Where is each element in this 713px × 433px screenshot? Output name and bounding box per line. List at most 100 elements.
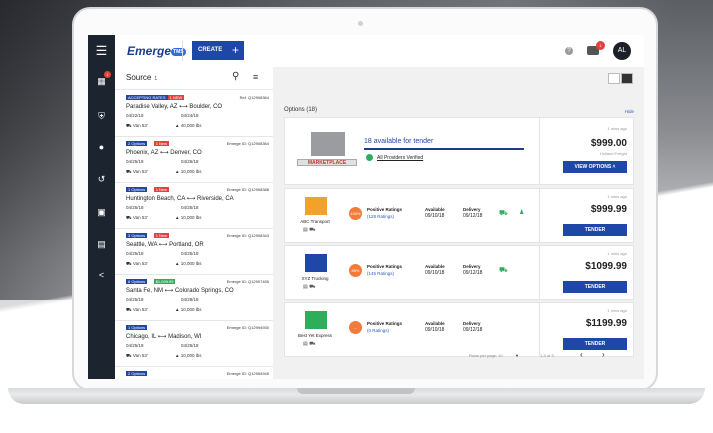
menu-icon[interactable]: ☰ bbox=[88, 35, 115, 67]
load-card[interactable]: 1 Options 1 New Emerge ID: Q12908388 Huntin… bbox=[115, 182, 273, 229]
chat-icon[interactable] bbox=[587, 46, 599, 55]
load-card[interactable]: 6 Options $1,099.99 Emerge ID: Q12907455 Sa… bbox=[115, 274, 273, 321]
load-reference: Emerge ID: Q12908343 bbox=[226, 233, 269, 238]
carrier-name: ABC Transport bbox=[300, 219, 330, 224]
truck-status-icon: ⛟ bbox=[499, 267, 508, 274]
ratings-count[interactable]: (128 Ratings) bbox=[367, 214, 395, 219]
doc-icons: ▤ ⛟ bbox=[303, 284, 316, 290]
contacts-icon[interactable]: ▣ bbox=[97, 207, 106, 217]
options-tag: 1 Options bbox=[126, 187, 148, 192]
prev-page-icon[interactable]: ‹ bbox=[580, 350, 583, 359]
grid-view-icon[interactable] bbox=[608, 73, 620, 84]
load-route: Huntington Beach, CA ⟷ Riverside, CA bbox=[126, 196, 234, 202]
ratings-label: Positive Ratings bbox=[367, 321, 403, 326]
origin: Phoenix, AZ bbox=[126, 150, 159, 156]
carrier-row: Best Yet Express ▤ ⛟ – Positive Ratings (0 R… bbox=[284, 302, 634, 357]
tender-button[interactable]: TENDER bbox=[563, 338, 627, 350]
equipment: ⛟ Van 53' bbox=[126, 353, 148, 358]
load-reference: Emerge ID: Q12908364 bbox=[226, 141, 269, 146]
load-card[interactable]: 2 Options 1 New Emerge ID: Q12908364 Phoeni… bbox=[115, 136, 273, 183]
load-route: Phoenix, AZ ⟷ Denver, CO bbox=[126, 150, 202, 156]
available-date: 09/10/18 bbox=[425, 270, 445, 276]
divider bbox=[539, 246, 540, 299]
verified-link[interactable]: All Providers Verified bbox=[377, 155, 424, 161]
tender-button[interactable]: TENDER bbox=[563, 281, 627, 293]
load-card[interactable]: 3 Options 1 New Emerge ID: Q12908343 Seattl… bbox=[115, 228, 273, 275]
loads-icon[interactable]: ▦ bbox=[97, 76, 106, 86]
view-options-button[interactable]: VIEW OPTIONS ˄ bbox=[563, 161, 627, 173]
new-tag: $1,099.99 bbox=[153, 279, 176, 284]
next-page-icon[interactable]: › bbox=[602, 350, 605, 359]
origin: Huntington Beach, CA bbox=[126, 196, 186, 202]
logo-badge: TMS bbox=[171, 47, 186, 56]
source-header: Source 1 ⚲ ≡ bbox=[115, 67, 273, 90]
team-icon: ♟ bbox=[519, 210, 525, 216]
load-reference: Emerge ID: Q12907455 bbox=[226, 279, 269, 284]
load-reference: Ref. Q12908364 bbox=[239, 95, 269, 100]
hide-link[interactable]: Hide bbox=[624, 109, 634, 114]
document-icon[interactable]: ▤ bbox=[97, 239, 106, 249]
avatar[interactable]: AL bbox=[613, 42, 631, 60]
progress-bar bbox=[364, 148, 524, 150]
check-icon bbox=[366, 154, 373, 161]
available-label: Available bbox=[425, 264, 445, 269]
options-tag: 6 Options bbox=[126, 279, 148, 284]
load-route: Seattle, WA ⟷ Portland, OR bbox=[126, 242, 204, 248]
pickup-date: 04/25/18 bbox=[126, 205, 144, 210]
new-tag: 1 NEW bbox=[167, 95, 185, 100]
divider bbox=[182, 41, 183, 61]
weight: ▲ 10,000 lbs bbox=[175, 215, 202, 220]
origin: Chicago, IL bbox=[126, 334, 157, 340]
carrier-name: Best Yet Express bbox=[297, 333, 333, 338]
share-icon[interactable]: < bbox=[98, 270, 105, 280]
truck-status-icon: ⛟ bbox=[499, 210, 508, 217]
create-button[interactable]: CREATE + bbox=[192, 41, 244, 60]
filter-icon[interactable]: ≡ bbox=[253, 72, 259, 82]
chevron-down-icon[interactable]: ▼ bbox=[515, 353, 519, 358]
app-logo[interactable]: Emerge TMS bbox=[127, 44, 186, 58]
new-tag: 1 New bbox=[153, 141, 170, 146]
history-icon[interactable]: ↺ bbox=[97, 174, 106, 184]
origin: Santa Fe, NM bbox=[126, 288, 164, 294]
load-route: Paradise Valley, AZ ⟷ Boulder, CO bbox=[126, 104, 223, 110]
sidebar: ▦ 1 ⛨ ● ↺ ▣ ▤ < bbox=[88, 67, 115, 379]
available-text: 18 available for tender bbox=[364, 138, 434, 145]
sidebar-badge: 1 bbox=[104, 71, 111, 78]
ratings-label: Positive Ratings bbox=[367, 264, 403, 269]
time-ago: 1 mins ago bbox=[607, 194, 627, 199]
origin: Seattle, WA bbox=[126, 242, 158, 248]
options-tag: 1 Options bbox=[126, 325, 148, 330]
tender-button[interactable]: TENDER bbox=[563, 224, 627, 236]
load-card[interactable]: 2 Options Emerge ID: Q12994945 bbox=[115, 366, 273, 379]
destination: Colorado Springs, CO bbox=[174, 288, 234, 294]
ratings-count[interactable]: (0 Ratings) bbox=[367, 328, 390, 333]
help-icon[interactable]: ? bbox=[565, 47, 573, 55]
rows-per-page[interactable]: Rows per page: 10 bbox=[469, 353, 503, 358]
provider-name: Holland Freight bbox=[599, 151, 627, 156]
doc-icons: ▤ ⛟ bbox=[303, 341, 316, 347]
delivery-date: 04/25/18 bbox=[181, 205, 199, 210]
load-route: Santa Fe, NM ⟷ Colorado Springs, CO bbox=[126, 288, 234, 294]
search-icon[interactable]: ⚲ bbox=[232, 71, 240, 82]
list-view-icon[interactable] bbox=[621, 73, 633, 84]
delivery-date: 04/25/18 bbox=[181, 343, 199, 348]
available-date: 09/10/18 bbox=[425, 213, 445, 219]
load-reference: Emerge ID: Q12994930 bbox=[226, 325, 269, 330]
time-ago: 1 mins ago bbox=[607, 126, 627, 131]
rating-circle: – bbox=[349, 321, 362, 334]
page-range: 1-3 of 3 bbox=[540, 353, 554, 358]
divider bbox=[539, 303, 540, 356]
rating-circle: 85% bbox=[349, 264, 362, 277]
location-pin-icon[interactable]: ● bbox=[98, 142, 105, 152]
chat-badge: 1 bbox=[596, 41, 605, 50]
options-panel: Options (18) Hide MARKETPLACE 18 availab… bbox=[273, 67, 644, 379]
destination: Riverside, CA bbox=[196, 196, 234, 202]
new-tag: 1 New bbox=[153, 233, 170, 238]
shield-icon[interactable]: ⛨ bbox=[98, 111, 105, 121]
new-tag: 1 New bbox=[153, 187, 170, 192]
load-card[interactable]: ACCEPTING RATES 1 NEW Ref. Q12908364 Paradi… bbox=[115, 90, 273, 137]
ratings-count[interactable]: (145 Ratings) bbox=[367, 271, 395, 276]
load-card[interactable]: 1 Options Emerge ID: Q12994930 Chicago, IL… bbox=[115, 320, 273, 367]
destination: Boulder, CO bbox=[189, 104, 223, 110]
view-toggle[interactable] bbox=[608, 73, 634, 84]
